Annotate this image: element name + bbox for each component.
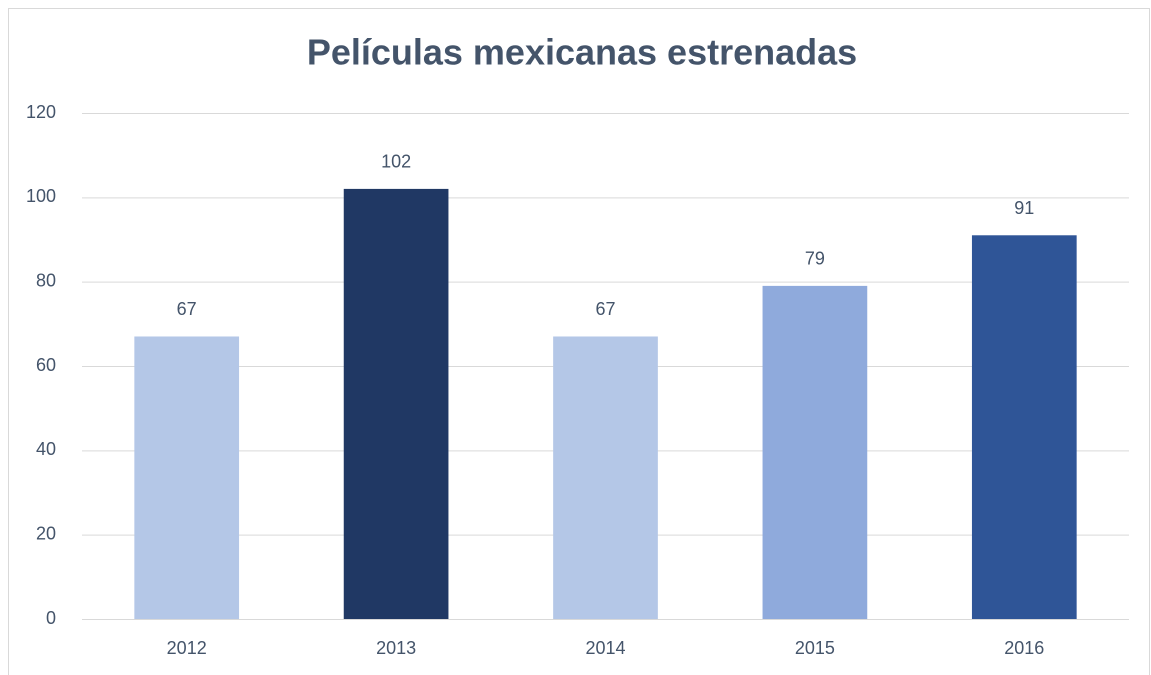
y-tick-label: 100	[26, 186, 56, 206]
data-label: 67	[595, 299, 615, 319]
chart-title: Películas mexicanas estrenadas	[307, 32, 857, 73]
data-label: 79	[805, 249, 825, 269]
data-label: 102	[381, 152, 411, 172]
y-tick-label: 80	[36, 270, 56, 290]
x-tick-label: 2016	[1004, 638, 1044, 658]
x-tick-label: 2013	[376, 638, 416, 658]
x-tick-label: 2012	[167, 638, 207, 658]
y-tick-label: 40	[36, 439, 56, 459]
data-label: 91	[1014, 198, 1034, 218]
bar	[762, 285, 868, 619]
bar	[971, 235, 1077, 620]
x-tick-label: 2015	[795, 638, 835, 658]
x-tick-label: 2014	[585, 638, 625, 658]
bar	[134, 336, 240, 619]
bar	[343, 188, 449, 619]
bar	[553, 336, 658, 619]
data-label: 67	[177, 299, 197, 319]
y-tick-label: 60	[36, 355, 56, 375]
y-tick-label: 20	[36, 523, 56, 543]
y-tick-label: 0	[46, 608, 56, 628]
y-tick-label: 120	[26, 102, 56, 122]
